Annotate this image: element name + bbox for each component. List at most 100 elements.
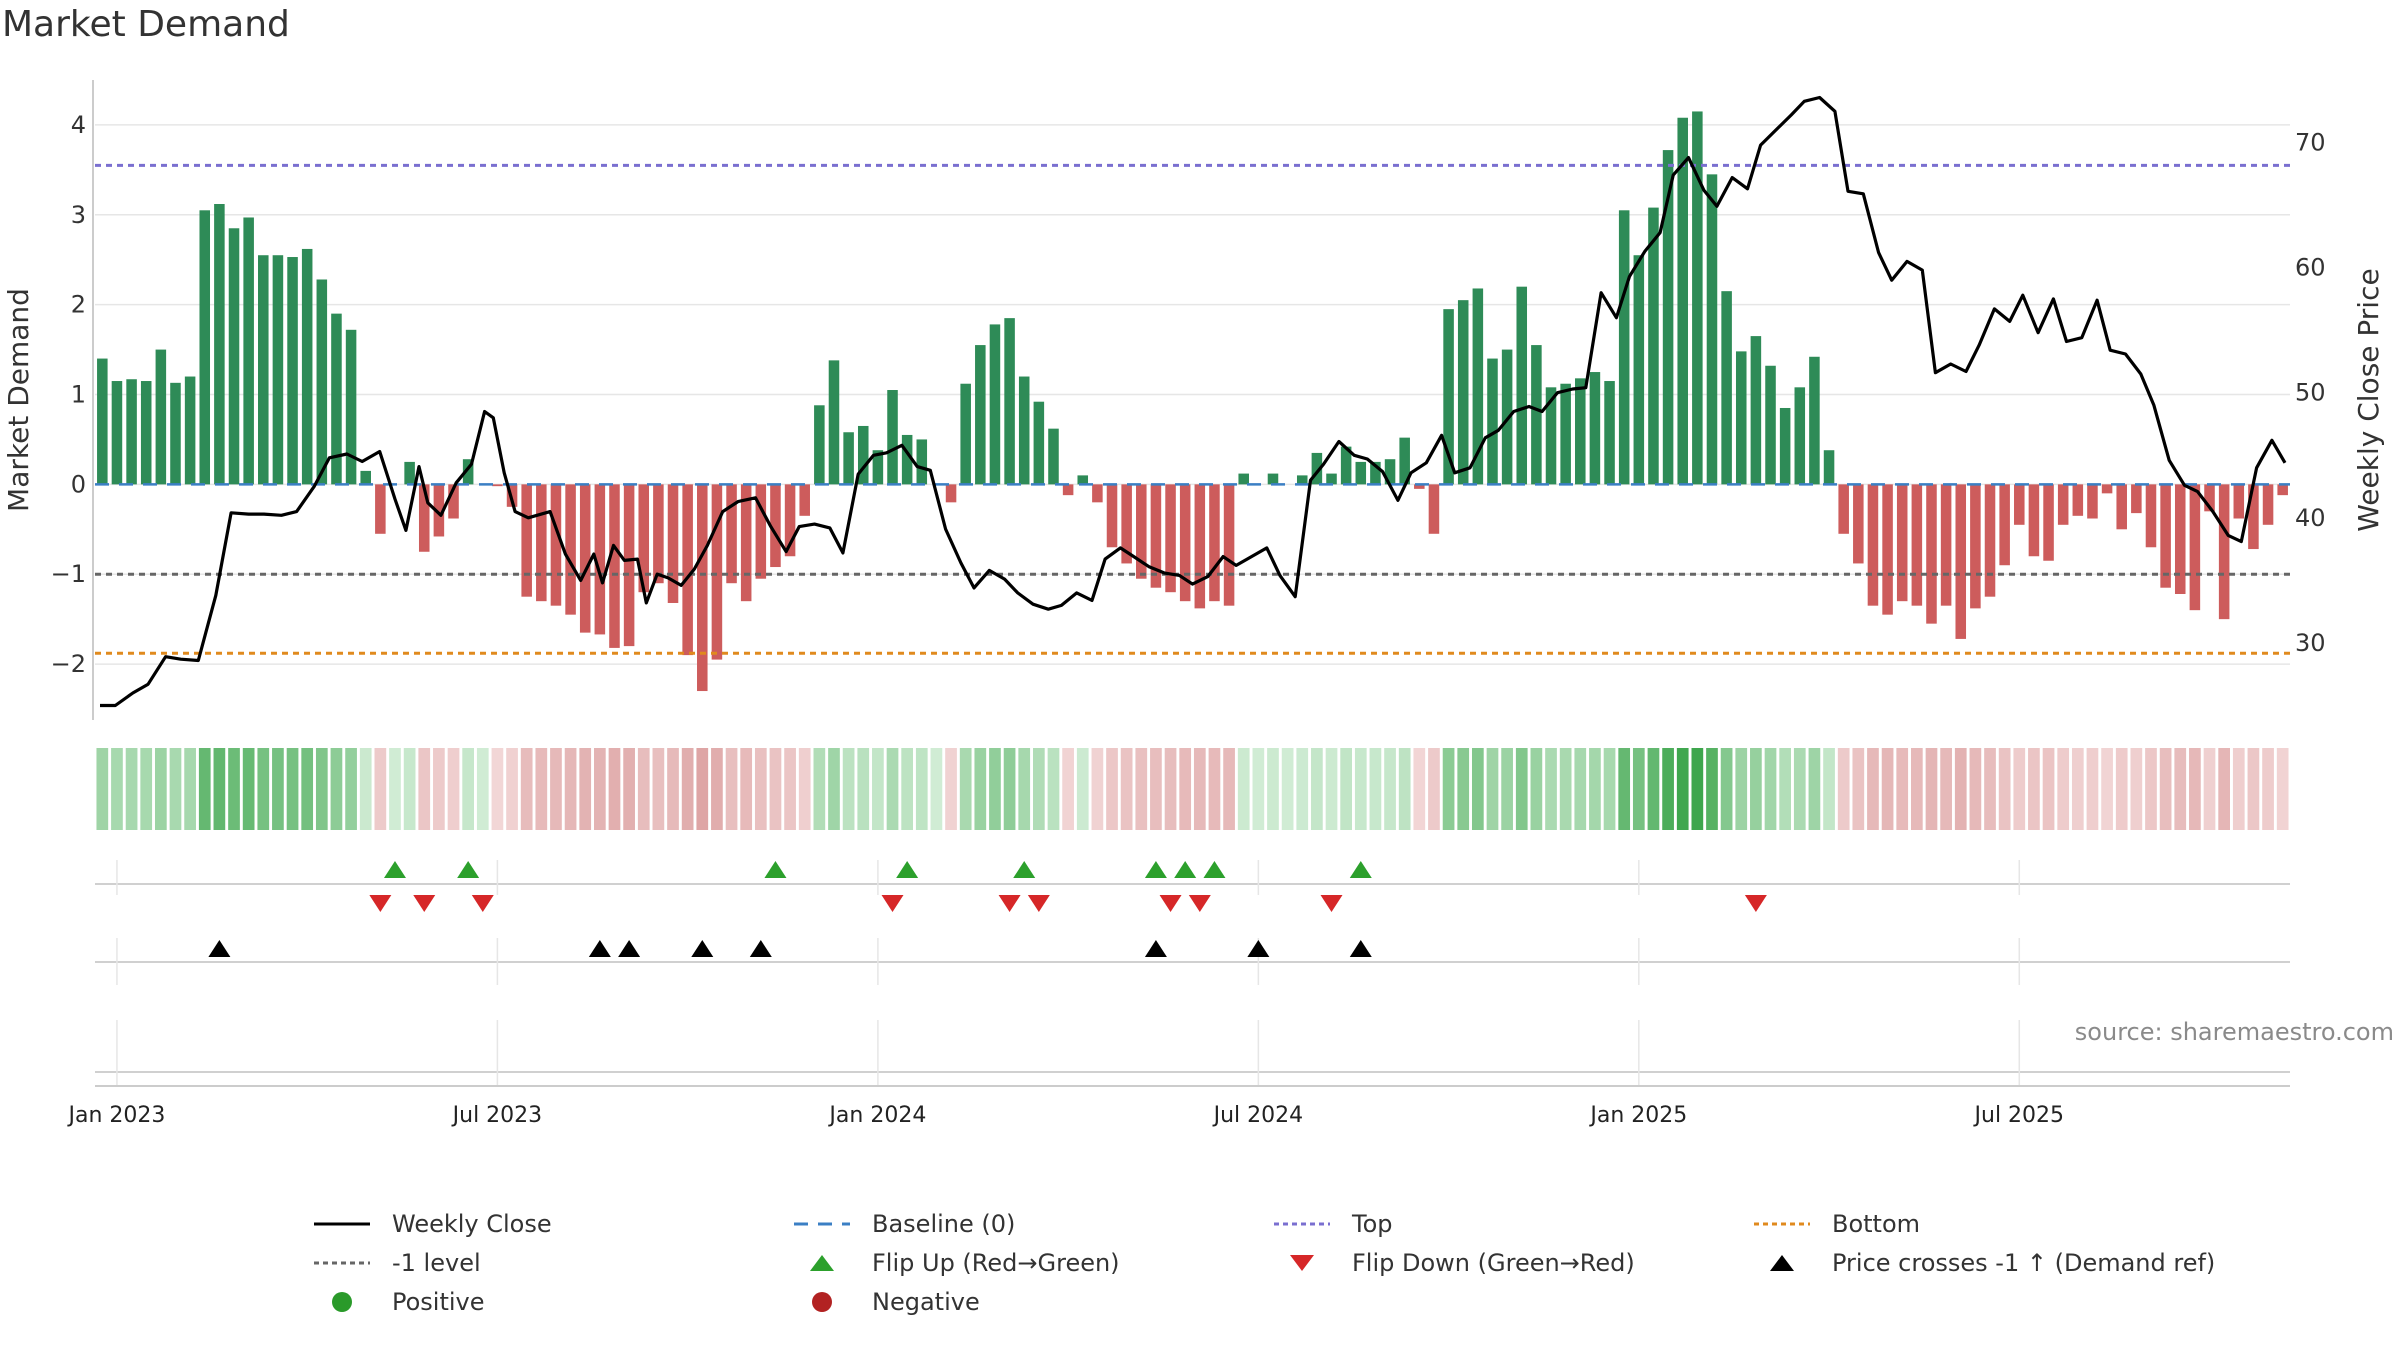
demand-bar xyxy=(1706,174,1718,485)
heat-cell xyxy=(681,748,694,830)
heat-cell xyxy=(608,748,621,830)
demand-bar xyxy=(2057,484,2069,525)
weekly-close-line xyxy=(100,95,2287,708)
demand-bar xyxy=(97,358,108,485)
circle-icon xyxy=(812,1292,832,1312)
demand-bar xyxy=(1296,475,1308,485)
y2-tick-label: 50 xyxy=(2295,379,2326,407)
triangle-up-icon xyxy=(810,1255,834,1271)
heat-cell xyxy=(1442,748,1455,830)
heat-cell xyxy=(1545,748,1557,830)
y-tick-label: −1 xyxy=(51,560,86,588)
heat-cell xyxy=(579,748,592,830)
demand-bar xyxy=(1136,484,1147,579)
y2-axis-label: Weekly Close Price xyxy=(2352,268,2385,531)
legend-label: Top xyxy=(1352,1210,1393,1238)
demand-bar xyxy=(1194,484,1206,609)
heat-cell xyxy=(901,748,914,830)
heat-cell xyxy=(1823,748,1835,830)
demand-bar xyxy=(228,228,240,485)
demand-bar xyxy=(2116,484,2127,530)
demand-bar xyxy=(1048,428,1059,485)
heat-cell xyxy=(1852,748,1865,830)
heat-cell xyxy=(1574,748,1587,830)
flip-up-marker xyxy=(896,861,919,878)
demand-bar xyxy=(126,379,137,485)
heat-cell xyxy=(315,748,328,830)
heat-cell xyxy=(433,748,445,830)
chart-title: Market Demand xyxy=(2,4,290,45)
legend-positive: Positive xyxy=(312,1288,485,1316)
demand-bar xyxy=(1165,484,1176,593)
heat-cell xyxy=(1252,748,1265,830)
demand-bar xyxy=(755,484,767,579)
heat-cell xyxy=(1223,748,1235,830)
heat-cell xyxy=(2086,748,2099,830)
flip-down-marker xyxy=(881,895,904,912)
heat-cell xyxy=(1618,748,1631,830)
heat-cell xyxy=(447,748,460,830)
demand-bar xyxy=(697,484,708,692)
price-cross-marker xyxy=(1349,940,1372,957)
flip-up-marker xyxy=(1349,861,1372,878)
heat-cell xyxy=(945,748,957,830)
demand-bar xyxy=(1238,473,1249,485)
heat-cell xyxy=(403,748,416,830)
demand-bar xyxy=(916,439,928,485)
demand-bar xyxy=(331,313,342,485)
heat-cell xyxy=(1325,748,1338,830)
heat-cell xyxy=(213,748,226,830)
heat-cell xyxy=(418,748,431,830)
demand-bar xyxy=(1384,459,1396,485)
demand-bar xyxy=(2014,484,2025,525)
heat-cell xyxy=(2130,748,2143,830)
demand-bar xyxy=(1501,349,1513,485)
heat-cell xyxy=(2071,748,2084,830)
heat-cell xyxy=(1457,748,1470,830)
y-tick-label: 3 xyxy=(71,201,86,229)
heat-cell xyxy=(1267,748,1279,830)
demand-bar xyxy=(1443,309,1454,485)
heat-cell xyxy=(842,748,855,830)
heat-cell xyxy=(857,748,870,830)
heat-cell xyxy=(228,748,240,830)
demand-bar xyxy=(1531,345,1542,485)
heat-cell xyxy=(1193,748,1206,830)
heat-cell xyxy=(535,748,548,830)
flip-up-marker xyxy=(383,861,406,878)
heat-cell xyxy=(1091,748,1104,830)
demand-bar xyxy=(2262,484,2274,525)
demand-bar xyxy=(726,484,737,584)
heat-cell xyxy=(140,748,153,830)
heat-cell xyxy=(2232,748,2245,830)
demand-bar xyxy=(1735,351,1747,485)
heat-cell xyxy=(1720,748,1733,830)
heat-cell xyxy=(1984,748,1996,830)
demand-bar xyxy=(1077,475,1089,485)
flip-up-marker xyxy=(764,861,787,878)
y2-tick-label: 70 xyxy=(2295,129,2326,157)
heat-cell xyxy=(769,748,782,830)
heat-cell xyxy=(1530,748,1543,830)
heat-cell xyxy=(2174,748,2187,830)
demand-bar xyxy=(155,349,167,485)
heat-cell xyxy=(959,748,972,830)
demand-bar xyxy=(360,470,371,485)
demand-bar xyxy=(565,484,576,615)
heat-cell xyxy=(1647,748,1660,830)
heat-cell xyxy=(520,748,533,830)
demand-bar xyxy=(258,255,269,485)
heat-cell xyxy=(184,748,196,830)
demand-bar xyxy=(2233,484,2245,519)
demand-bar xyxy=(682,484,693,656)
legend-negative: Negative xyxy=(792,1288,980,1316)
heat-cell xyxy=(2189,748,2201,830)
demand-bar xyxy=(579,484,591,633)
demand-bar xyxy=(1838,484,1849,534)
heat-cell xyxy=(1208,748,1221,830)
heat-cell xyxy=(169,748,182,830)
demand-bar xyxy=(1867,484,1879,606)
demand-bar xyxy=(433,484,445,537)
legend-bottom: Bottom xyxy=(1752,1210,1920,1238)
demand-bar xyxy=(1545,387,1557,485)
